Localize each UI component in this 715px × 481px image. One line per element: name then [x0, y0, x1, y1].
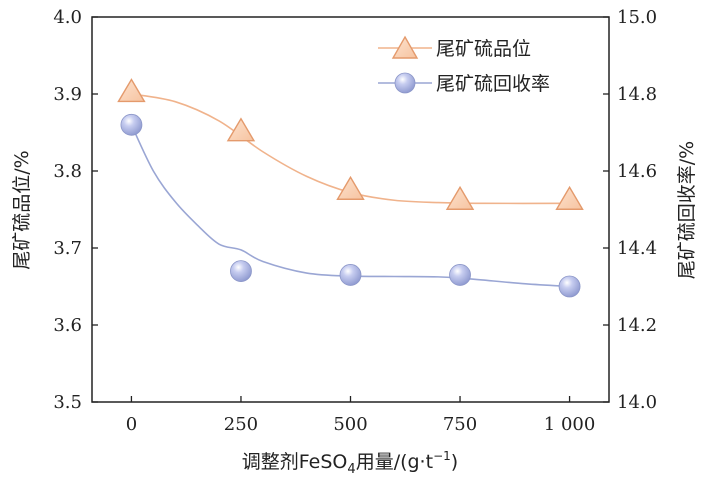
recovery-point-marker: [230, 260, 252, 283]
recovery-point-marker: [449, 264, 471, 286]
x-axis-title: 调整剂FeSO4用量/(g·t−1): [242, 449, 458, 477]
y-right-tick-label: 15.0: [617, 7, 657, 28]
y-right-tick-label: 14.2: [617, 315, 657, 336]
grade-point-marker: [117, 78, 146, 103]
legend-sphere-marker: [394, 72, 416, 94]
legend-label-recovery: 尾矿硫回收率: [436, 73, 550, 95]
y-left-tick-label: 3.9: [53, 84, 82, 105]
y-right-tick-label: 14.4: [617, 238, 657, 259]
grade-point-marker: [336, 175, 365, 200]
y-axis-left-title: 尾矿硫品位/%: [11, 150, 33, 269]
y-right-tick-label: 14.6: [617, 161, 657, 182]
grade-point-marker: [555, 185, 584, 210]
y-axis-right-title: 尾矿硫回收率/%: [676, 141, 698, 279]
legend-label-grade: 尾矿硫品位: [436, 38, 531, 60]
x-tick-label: 1 000: [544, 414, 596, 435]
x-tick-label: 250: [224, 414, 258, 435]
legend-triangle-marker: [391, 35, 419, 59]
x-tick-label: 0: [126, 414, 137, 435]
y-left-tick-label: 4.0: [53, 7, 82, 28]
recovery-point-marker: [339, 264, 362, 286]
recovery-point-marker: [558, 275, 581, 298]
y-left-tick-label: 3.7: [53, 238, 82, 259]
series-curve-recovery: [130, 124, 570, 288]
legend: 尾矿硫品位 尾矿硫回收率: [378, 35, 550, 95]
grade-point-marker: [226, 117, 256, 142]
y-left-tick-label: 3.6: [53, 315, 82, 336]
grade-point-marker: [445, 185, 475, 210]
recovery-point-marker: [120, 113, 143, 136]
x-tick-label: 500: [333, 414, 367, 435]
y-left-tick-label: 3.5: [53, 392, 82, 413]
y-right-tick-label: 14.8: [617, 84, 657, 105]
y-right-tick-label: 14.0: [617, 392, 657, 413]
y-left-tick-label: 3.8: [53, 161, 82, 182]
x-tick-label: 750: [443, 414, 477, 435]
